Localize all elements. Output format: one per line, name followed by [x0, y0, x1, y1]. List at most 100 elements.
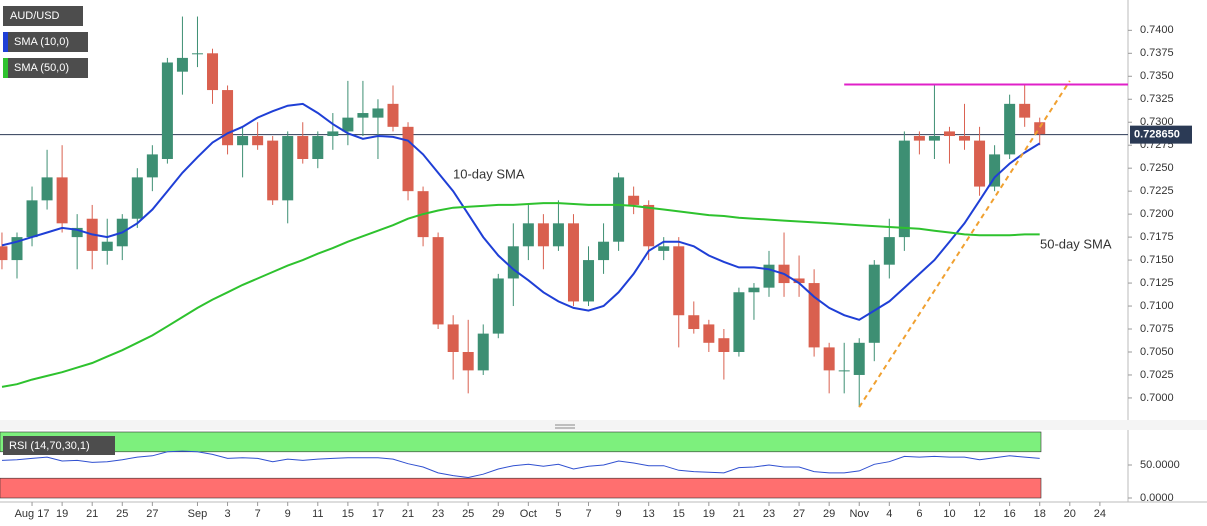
candle-body: [673, 246, 685, 316]
x-tick-label: Nov: [849, 508, 869, 520]
x-tick-label: 9: [285, 508, 291, 520]
price-panel: [0, 0, 1128, 420]
x-tick-label: 27: [146, 508, 158, 520]
candle-body: [793, 278, 805, 284]
candle-body: [342, 117, 354, 132]
rsi-oversold-band: [0, 477, 1042, 499]
y-tick-label: 0.7025: [1140, 369, 1174, 381]
candle-body: [312, 136, 324, 159]
last-price-box: [1130, 125, 1192, 144]
y-tick-label: 0.7175: [1140, 231, 1174, 243]
candle-body: [462, 351, 474, 371]
y-tick-label: 0.7400: [1140, 24, 1174, 36]
candle-body: [763, 264, 775, 288]
x-tick-label: 21: [733, 508, 745, 520]
candle-body: [252, 136, 264, 146]
candle-body: [628, 195, 640, 205]
candle-body: [733, 292, 745, 352]
candle-body: [522, 223, 534, 247]
candle-body: [357, 113, 369, 118]
x-tick-label: 10: [943, 508, 955, 520]
candle-body: [131, 177, 143, 219]
x-tick-label: 4: [886, 508, 892, 520]
legend-title: AUD/USD: [10, 10, 60, 22]
x-tick-label: Sep: [188, 508, 208, 520]
legend-box: [3, 436, 115, 455]
candle-body: [161, 62, 173, 159]
y-tick-label: 0.7225: [1140, 185, 1174, 197]
candle-body: [222, 90, 234, 146]
candle-body: [808, 283, 820, 348]
legend-box: [8, 58, 88, 78]
candle-body: [703, 324, 715, 343]
panel-separator: [0, 420, 1207, 430]
candle-body: [658, 246, 670, 251]
candle-body: [402, 126, 414, 192]
candle-body: [598, 241, 610, 261]
candle-body: [191, 53, 203, 55]
candle-body: [297, 136, 309, 159]
candle-body: [838, 370, 850, 372]
candle-body: [959, 136, 971, 141]
x-tick-label: 27: [793, 508, 805, 520]
legend-box: [3, 6, 83, 26]
x-tick-label: 25: [116, 508, 128, 520]
x-tick-label: 18: [1034, 508, 1046, 520]
x-tick-label: 13: [643, 508, 655, 520]
annotation: 10-day SMA: [453, 166, 525, 181]
candle-body: [823, 347, 835, 371]
candle-body: [643, 204, 655, 247]
candle-body: [853, 342, 865, 375]
x-tick-label: 16: [1004, 508, 1016, 520]
sma-line: [1, 102, 1041, 321]
annotation: 50-day SMA: [1040, 236, 1112, 251]
candle-body: [898, 140, 910, 238]
y-tick-label: 0.7000: [1140, 392, 1174, 404]
x-tick-label: 15: [673, 508, 685, 520]
candle-body: [748, 287, 760, 293]
candle-body: [101, 241, 113, 251]
candle-body: [507, 246, 519, 279]
x-tick-label: 29: [823, 508, 835, 520]
x-tick-label: 9: [616, 508, 622, 520]
x-tick-label: 23: [763, 508, 775, 520]
candle-body: [26, 200, 38, 238]
candle-body: [552, 223, 564, 247]
y-tick-label: 0.7200: [1140, 208, 1174, 220]
candle-body: [913, 136, 925, 141]
x-tick-label: 6: [916, 508, 922, 520]
x-tick-label: 5: [555, 508, 561, 520]
last-price-label: 0.728650: [1134, 129, 1180, 141]
y-tick-label: 0.7050: [1140, 346, 1174, 358]
x-tick-label: 12: [973, 508, 985, 520]
y-tick-label: 0.7375: [1140, 47, 1174, 59]
y-tick-label: 0.7150: [1140, 254, 1174, 266]
candle-body: [492, 278, 504, 334]
candle-body: [71, 227, 83, 238]
candle-body: [282, 136, 294, 201]
candle-body: [868, 264, 880, 343]
y-tick-label: 0.7300: [1140, 116, 1174, 128]
candle-body: [613, 177, 625, 242]
candle-body: [567, 223, 579, 302]
sma-line: [1, 202, 1040, 388]
x-tick-label: 24: [1094, 508, 1106, 520]
candle-body: [1004, 103, 1016, 155]
candle-body: [237, 136, 249, 146]
candle-body: [11, 237, 23, 261]
candle-body: [989, 154, 1001, 187]
legend-label: SMA (10,0): [14, 36, 69, 48]
candle-body: [372, 108, 384, 118]
x-tick-label: Oct: [520, 508, 537, 520]
candle-body: [56, 177, 68, 224]
x-tick-label: 3: [224, 508, 230, 520]
rsi-line: [1, 450, 1040, 479]
x-tick-label: 15: [342, 508, 354, 520]
rsi-overbought-band: [0, 431, 1042, 453]
x-tick-label: 11: [312, 508, 323, 520]
candle-body: [1019, 103, 1031, 118]
candle-body: [432, 237, 444, 325]
x-tick-label: 29: [492, 508, 504, 520]
x-tick-label: 19: [56, 508, 68, 520]
